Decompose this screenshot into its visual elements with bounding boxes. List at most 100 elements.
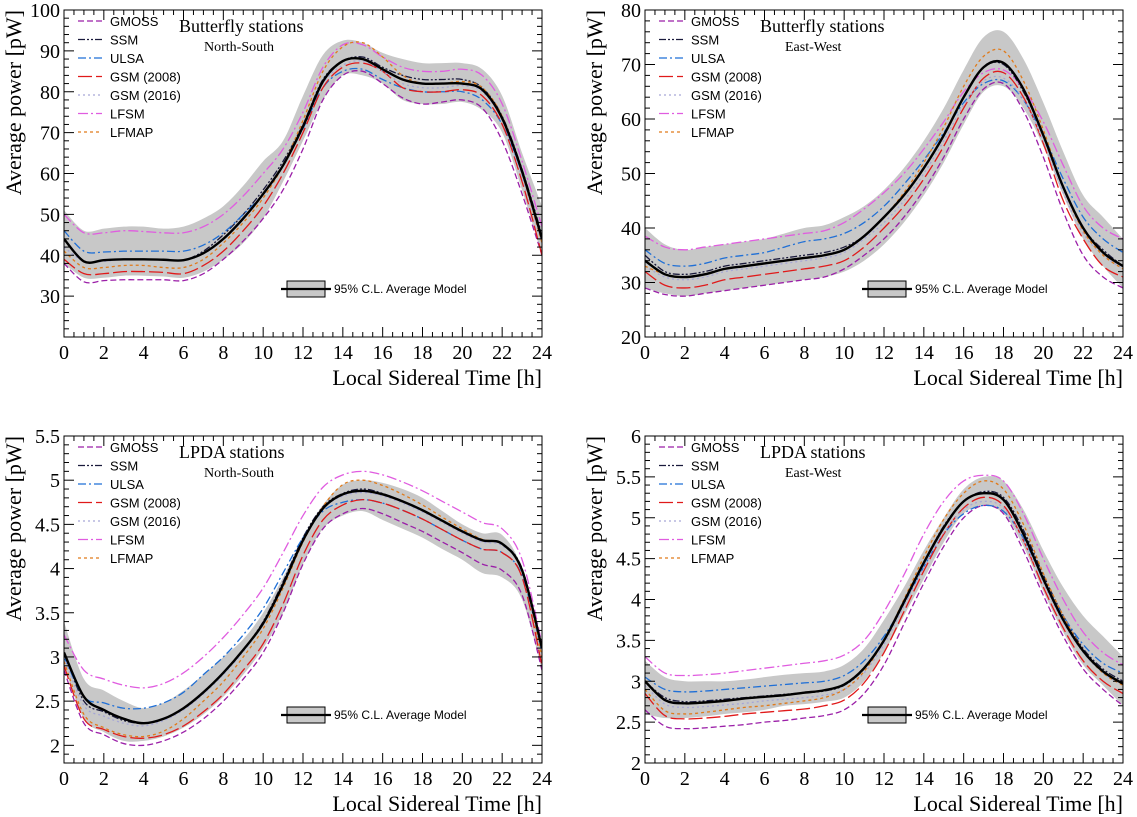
confidence-band: [64, 480, 542, 742]
x-tick-label: 16: [954, 342, 974, 364]
x-axis-title: Local Sidereal Time [h]: [332, 365, 542, 390]
y-tick-label: 50: [621, 164, 641, 186]
legend-label-lfmap: LFMAP: [110, 125, 153, 140]
legend-label-gsm-2016: GSM (2016): [110, 88, 181, 103]
x-tick-label: 20: [1033, 768, 1053, 790]
y-tick-label: 30: [621, 273, 641, 295]
legend-label-lfmap: LFMAP: [691, 551, 734, 566]
x-axis-title: Local Sidereal Time [h]: [913, 365, 1123, 390]
legend-label-gsm-2016: GSM (2016): [691, 88, 762, 103]
y-axis-title: Average power [pW]: [582, 10, 607, 195]
legend-label-ssm: SSM: [110, 33, 138, 48]
plot-area: [645, 30, 1123, 297]
series-line-lfsm: [645, 68, 1123, 251]
x-tick-label: 8: [799, 768, 809, 790]
y-tick-label: 3.5: [616, 630, 641, 652]
y-tick-label: 5.5: [616, 467, 641, 489]
x-axis-title: Local Sidereal Time [h]: [913, 791, 1123, 816]
x-tick-label: 22: [1073, 768, 1093, 790]
series-line-gsm-2008: [64, 62, 542, 276]
y-tick-label: 3.5: [35, 603, 60, 625]
series-line-gmoss: [64, 70, 542, 284]
x-tick-label: 24: [532, 768, 552, 790]
band-key-label: 95% C.L. Average Model: [334, 708, 467, 722]
x-tick-label: 12: [293, 342, 313, 364]
y-tick-label: 20: [621, 327, 641, 349]
series-line-gsm-2016: [645, 75, 1123, 281]
series-line-ssm: [645, 490, 1123, 703]
x-tick-label: 18: [413, 342, 433, 364]
x-tick-label: 14: [333, 342, 353, 364]
panel-subtitle: North-South: [204, 40, 274, 55]
band-key-label: 95% C.L. Average Model: [915, 708, 1048, 722]
x-tick-label: 10: [253, 342, 273, 364]
series-line-average: [64, 56, 542, 264]
x-tick-label: 4: [139, 342, 149, 364]
x-tick-label: 14: [914, 342, 934, 364]
x-tick-label: 6: [760, 768, 770, 790]
x-tick-label: 12: [293, 768, 313, 790]
x-tick-label: 0: [59, 342, 69, 364]
confidence-band: [645, 30, 1123, 297]
y-tick-label: 2.5: [616, 712, 641, 734]
y-tick-label: 40: [621, 218, 641, 240]
x-tick-label: 12: [874, 768, 894, 790]
band-key-label: 95% C.L. Average Model: [915, 282, 1048, 296]
y-tick-label: 4.5: [35, 514, 60, 536]
series-line-average: [645, 59, 1123, 279]
chart-panel-2: 0 2 4 6 8 10 12 14 16 18 20 22 2420304050607080Local…: [582, 0, 1133, 390]
legend-label-ulsa: ULSA: [110, 51, 144, 66]
y-tick-label: 5.5: [35, 426, 60, 448]
legend-label-ulsa: ULSA: [691, 51, 725, 66]
y-tick-label: 60: [621, 109, 641, 131]
x-tick-label: 8: [218, 768, 228, 790]
x-tick-label: 10: [834, 342, 854, 364]
series-line-average: [64, 489, 542, 725]
y-axis-title: Average power [pW]: [1, 436, 26, 621]
x-tick-label: 0: [59, 768, 69, 790]
legend-label-lfsm: LFSM: [110, 107, 145, 122]
chart-panel-1: 0 2 4 6 8 10 12 14 16 18 20 22 2430405060708090100Lo…: [1, 0, 552, 390]
y-tick-label: 60: [40, 164, 60, 186]
series-line-lfmap: [64, 479, 542, 738]
x-tick-label: 6: [179, 342, 189, 364]
y-tick-label: 70: [40, 123, 60, 145]
x-tick-label: 14: [333, 768, 353, 790]
x-tick-label: 6: [760, 342, 770, 364]
chart-panel-3: 0 2 4 6 8 10 12 14 16 18 20 22 2422.533.544.555.5Loc…: [1, 426, 552, 816]
legend-label-gmoss: GMOSS: [110, 14, 159, 29]
y-tick-label: 4.5: [616, 549, 641, 571]
x-axis-title: Local Sidereal Time [h]: [332, 791, 542, 816]
x-tick-label: 24: [532, 342, 552, 364]
band-key-label: 95% C.L. Average Model: [334, 282, 467, 296]
x-tick-label: 24: [1113, 342, 1133, 364]
x-tick-label: 22: [1073, 342, 1093, 364]
legend-label-gmoss: GMOSS: [691, 14, 740, 29]
legend-label-gsm-2008: GSM (2008): [691, 496, 762, 511]
x-tick-label: 24: [1113, 768, 1133, 790]
x-tick-label: 18: [994, 768, 1014, 790]
x-tick-label: 14: [914, 768, 934, 790]
panel-title: Butterfly stations: [760, 16, 885, 36]
y-tick-label: 4: [50, 559, 60, 581]
legend-label-gmoss: GMOSS: [691, 440, 740, 455]
x-tick-label: 2: [680, 768, 690, 790]
series-line-lfmap: [64, 41, 542, 270]
panel-subtitle: North-South: [204, 466, 274, 481]
chart-panel-4: 0 2 4 6 8 10 12 14 16 18 20 22 2422.533.544.555.56Lo…: [582, 426, 1133, 816]
legend-label-lfsm: LFSM: [110, 533, 145, 548]
y-tick-label: 3: [631, 671, 641, 693]
x-tick-label: 0: [640, 768, 650, 790]
x-tick-label: 2: [680, 342, 690, 364]
legend-label-gsm-2008: GSM (2008): [691, 70, 762, 85]
y-tick-label: 30: [40, 286, 60, 308]
x-tick-label: 22: [492, 342, 512, 364]
x-tick-label: 4: [139, 768, 149, 790]
x-tick-label: 20: [1033, 342, 1053, 364]
panel-title: LPDA stations: [179, 442, 285, 462]
series-line-lfsm: [64, 470, 542, 689]
series-line-gsm-2008: [64, 498, 542, 739]
plot-area: [64, 470, 542, 747]
y-tick-label: 3: [50, 647, 60, 669]
